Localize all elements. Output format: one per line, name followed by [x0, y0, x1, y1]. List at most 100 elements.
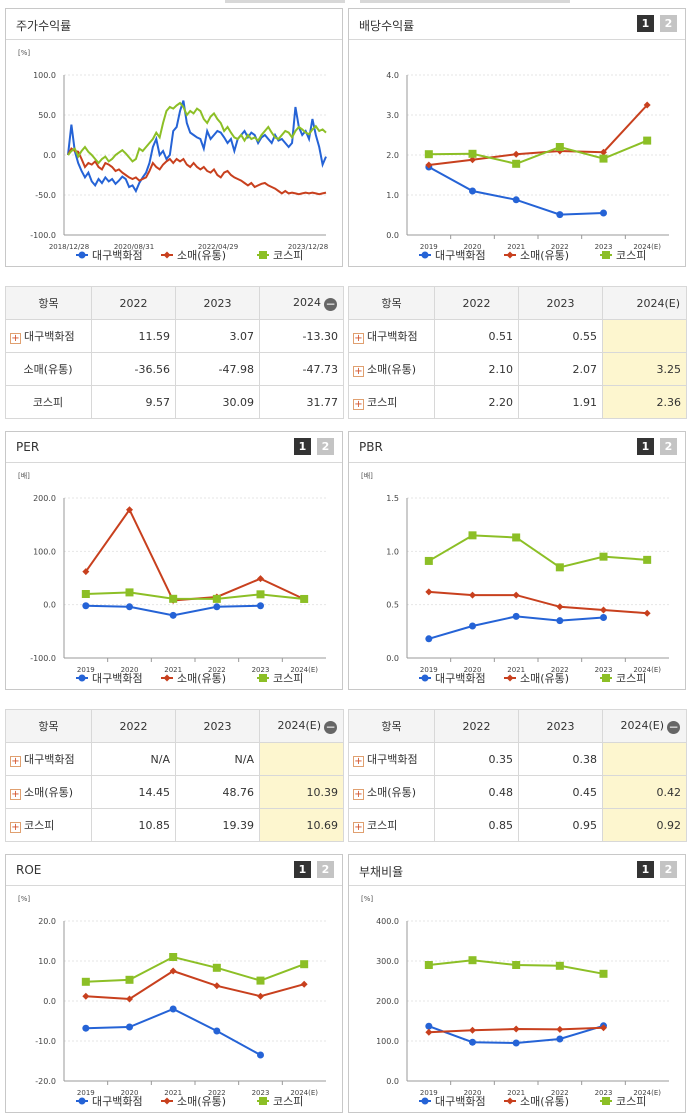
data-point [512, 591, 520, 599]
table-row: + 대구백화점 N/A N/A [5, 742, 344, 776]
legend-label: 소매(유통) [177, 672, 226, 685]
expand-plus-icon[interactable]: + [353, 399, 364, 410]
data-point [425, 635, 433, 643]
x-tick-label: 2023 [252, 666, 270, 674]
data-point [643, 136, 652, 145]
view-1-button[interactable]: 1 [637, 438, 654, 455]
series-line [85, 955, 305, 983]
unit-label: [%] [361, 895, 373, 903]
data-point [556, 211, 564, 219]
x-tick-label: 2018/12/28 [49, 243, 89, 251]
x-tick-label: 2023/12/28 [288, 243, 328, 251]
y-tick-label: -100.0 [30, 654, 56, 663]
view-1-button[interactable]: 1 [637, 15, 654, 32]
expand-plus-icon[interactable]: + [353, 822, 364, 833]
pbr-table: 항목 2022 2023 2024(E) − + 대구백화점 0.35 0.38 + 소매… [348, 709, 687, 842]
data-point [600, 1024, 607, 1032]
view-1-button[interactable]: 1 [294, 861, 311, 878]
y-tick-label: 1.0 [386, 191, 399, 200]
expand-plus-icon[interactable]: + [353, 366, 364, 377]
view-2-button[interactable]: 2 [660, 861, 677, 878]
stock-return-table: 항목 2022 2023 2024− + 대구백화점 11.59 3.07 -13.30… [5, 286, 344, 419]
data-point [421, 674, 429, 682]
data-point [163, 674, 171, 682]
x-tick-label: 2019 [420, 666, 438, 674]
x-tick-label: 2023 [252, 1089, 270, 1097]
table-row: + 코스피 0.85 0.95 0.92 [348, 808, 687, 842]
legend-label: 대구백화점 [435, 672, 486, 685]
legend-label: 소매(유통) [177, 249, 226, 262]
view-2-button[interactable]: 2 [317, 438, 334, 455]
x-tick-label: 2021 [507, 243, 525, 251]
x-tick-label: 2023 [595, 1089, 613, 1097]
view-1-button[interactable]: 1 [637, 861, 654, 878]
expand-plus-icon[interactable]: + [353, 789, 364, 800]
data-point [643, 609, 651, 617]
data-point [599, 969, 608, 978]
x-tick-label: 2024(E) [633, 243, 661, 251]
top-edge-right [360, 0, 570, 3]
x-tick-label: 2020 [464, 243, 482, 251]
y-tick-label: 0.0 [43, 997, 56, 1006]
data-point [82, 568, 90, 576]
legend-label: 코스피 [273, 249, 303, 262]
x-tick-label: 2024(E) [290, 1089, 318, 1097]
header-year: 2024(E) [602, 286, 687, 320]
data-point [300, 980, 308, 988]
x-tick-label: 2022 [208, 666, 226, 674]
table-row: 코스피 9.57 30.09 31.77 [5, 385, 344, 419]
expand-plus-icon[interactable]: + [10, 789, 21, 800]
data-point [259, 674, 267, 682]
view-2-button[interactable]: 2 [317, 861, 334, 878]
data-point [425, 588, 433, 596]
data-point [424, 961, 433, 969]
legend-label: 소매(유통) [177, 1095, 226, 1108]
view-2-button[interactable]: 2 [660, 438, 677, 455]
collapse-minus-icon[interactable]: − [324, 296, 337, 311]
collapse-minus-icon[interactable]: − [324, 719, 337, 734]
series-line [67, 101, 327, 165]
data-point [600, 148, 607, 156]
y-tick-label: 100.0 [33, 71, 56, 80]
data-point [126, 506, 133, 514]
legend-label: 대구백화점 [435, 1095, 486, 1108]
table-row: + 대구백화점 11.59 3.07 -13.30 [5, 319, 344, 353]
view-2-button[interactable]: 2 [660, 15, 677, 32]
collapse-minus-icon[interactable]: − [667, 719, 680, 734]
header-item: 항목 [348, 286, 435, 320]
header-year: 2022 [91, 286, 176, 320]
data-point [163, 251, 171, 259]
y-tick-label: 3.0 [386, 111, 399, 120]
series-line [428, 166, 604, 216]
data-point [643, 555, 652, 564]
x-tick-label: 2021 [507, 666, 525, 674]
x-tick-label: 2024(E) [633, 1089, 661, 1097]
data-point [506, 674, 514, 682]
data-point [257, 1051, 264, 1059]
view-1-button[interactable]: 1 [294, 438, 311, 455]
y-tick-label: 200.0 [376, 997, 399, 1006]
header-year: 2022 [434, 286, 519, 320]
data-point [300, 960, 309, 969]
legend-label: 코스피 [616, 672, 646, 685]
data-point [169, 967, 177, 975]
expand-plus-icon[interactable]: + [10, 822, 21, 833]
expand-plus-icon[interactable]: + [10, 333, 21, 344]
table-row: + 소매(유통) 0.48 0.45 0.42 [348, 775, 687, 809]
header-year: 2023 [175, 709, 260, 743]
data-point [600, 613, 607, 621]
stock-return-chart: [%] 100.0 50.0 0.0 -50.0 -100.0 2018/12/28 2020… [18, 49, 328, 262]
expand-plus-icon[interactable]: + [353, 333, 364, 344]
expand-plus-icon[interactable]: + [10, 756, 21, 767]
per-table: 항목 2022 2023 2024(E) − + 대구백화점 N/A N/A + 소매(유… [5, 709, 344, 842]
y-tick-label: 0.5 [386, 601, 399, 610]
series-line [85, 969, 305, 1001]
x-tick-label: 2021 [164, 1089, 182, 1097]
panel-title: 배당수익률 [359, 19, 415, 33]
x-tick-label: 2019 [77, 666, 95, 674]
data-point [212, 963, 221, 972]
data-point [169, 1005, 177, 1013]
panel-title: 주가수익률 [16, 19, 72, 33]
expand-plus-icon[interactable]: + [353, 756, 364, 767]
y-tick-label: 4.0 [386, 71, 399, 80]
